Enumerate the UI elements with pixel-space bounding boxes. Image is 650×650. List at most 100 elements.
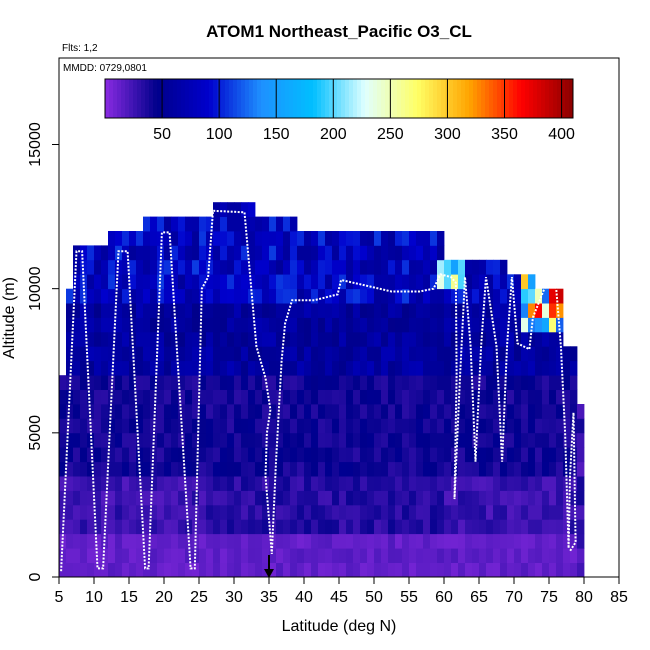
heatmap-cell-426: [185, 461, 193, 477]
heatmap-cell-64: [80, 461, 88, 477]
heatmap-cell-451: [192, 461, 200, 477]
heatmap-cell-20: [66, 476, 74, 491]
heatmap-cell-694: [255, 288, 263, 304]
heatmap-cell-623: [241, 562, 249, 578]
heatmap-cell-114: [94, 404, 102, 419]
heatmap-cell-374: [171, 490, 179, 506]
heatmap-cell-443: [185, 216, 193, 232]
heatmap-cell-1709: [570, 533, 578, 549]
heatmap-cell-1015: [346, 245, 354, 261]
colorbar-swatch-62: [353, 79, 358, 118]
heatmap-cell-722: [262, 245, 270, 261]
heatmap-cell-890: [311, 317, 319, 333]
heatmap-cell-178: [115, 490, 123, 506]
heatmap-cell-613: [234, 331, 242, 347]
heatmap-cell-794: [283, 288, 291, 304]
heatmap-cell-739: [269, 360, 277, 376]
heatmap-cell-1616: [535, 490, 543, 506]
heatmap-cell-336: [157, 317, 165, 333]
heatmap-cell-1502: [493, 288, 501, 304]
heatmap-cell-1407: [465, 389, 473, 405]
heatmap-cell-1331: [444, 533, 452, 549]
heatmap-cell-182: [115, 432, 123, 448]
heatmap-cell-425: [185, 476, 193, 491]
heatmap-cell-544: [213, 202, 221, 217]
heatmap-cell-1185: [402, 562, 410, 578]
heatmap-cell-35: [73, 548, 81, 563]
heatmap-cell-12: [59, 389, 67, 405]
heatmap-cell-420: [185, 548, 193, 563]
heatmap-cell-984: [339, 346, 347, 362]
heatmap-cell-124: [94, 259, 102, 275]
heatmap-cell-952: [332, 461, 340, 477]
heatmap-cell-1076: [367, 404, 375, 419]
heatmap-cell-212: [122, 346, 130, 362]
heatmap-cell-1566: [514, 303, 522, 318]
colorbar-swatch-27: [213, 79, 218, 118]
heatmap-cell-659: [248, 418, 256, 434]
heatmap-cell-686: [255, 404, 263, 419]
heatmap-cell-169: [108, 274, 116, 290]
heatmap-cell-491: [199, 245, 207, 261]
heatmap-cell-1357: [451, 476, 459, 491]
heatmap-cell-468: [192, 216, 200, 232]
heatmap-cell-1362: [451, 404, 459, 419]
heatmap-cell-1029: [353, 389, 361, 405]
heatmap-cell-1101: [374, 389, 382, 405]
heatmap-cell-1284: [430, 519, 438, 535]
heatmap-cell-1083: [367, 303, 375, 318]
heatmap-cell-1110: [374, 259, 382, 275]
x-tick-label-1: 10: [85, 589, 103, 606]
x-axis-label: Latitude (deg N): [282, 618, 397, 635]
heatmap-cell-797: [283, 245, 291, 261]
heatmap-cell-1411: [465, 331, 473, 347]
colorbar-swatch-17: [173, 79, 178, 118]
flight-track-line: [60, 209, 577, 572]
heatmap-cell-441: [185, 245, 193, 261]
heatmap-cell-33: [66, 288, 74, 304]
heatmap-cell-1324: [437, 288, 445, 304]
heatmap-cell-259: [136, 360, 144, 376]
heatmap-cell-316: [150, 245, 158, 261]
heatmap-cell-1715: [570, 447, 578, 463]
heatmap-cell-1561: [514, 375, 522, 390]
heatmap-cell-219: [122, 245, 130, 261]
heatmap-cell-1686: [556, 346, 564, 362]
heatmap-cell-45: [73, 404, 81, 419]
heatmap-cell-584: [227, 375, 235, 390]
heatmap-cell-892: [311, 288, 319, 304]
heatmap-cell-198: [122, 548, 130, 563]
heatmap-cell-258: [136, 375, 144, 390]
heatmap-cell-765: [276, 346, 284, 362]
heatmap-cell-1223: [409, 360, 417, 376]
heatmap-cell-860: [304, 404, 312, 419]
heatmap-cell-522: [213, 519, 221, 535]
heatmap-cell-873: [311, 562, 319, 578]
heatmap-cell-1267: [423, 418, 431, 434]
heatmap-cell-666: [248, 317, 256, 333]
heatmap-cell-1440: [479, 548, 487, 563]
heatmap-cell-768: [276, 303, 284, 318]
heatmap-cell-1640: [542, 432, 550, 448]
heatmap-cell-1159: [388, 245, 396, 261]
heatmap-cell-893: [311, 274, 319, 290]
heatmap-cell-119: [94, 331, 102, 347]
heatmap-cell-905: [318, 447, 326, 463]
heatmap-cell-600: [234, 519, 242, 535]
colorbar-tick-label-0: 50: [153, 126, 171, 143]
heatmap-cell-42: [73, 447, 81, 463]
heatmap-cell-735: [269, 418, 277, 434]
heatmap-cell-1690: [556, 288, 564, 304]
heatmap-cell-1071: [367, 476, 375, 491]
heatmap-cell-1057: [360, 331, 368, 347]
heatmap-cell-597: [234, 562, 242, 578]
heatmap-cell-150: [108, 548, 116, 563]
heatmap-cell-564: [220, 288, 228, 304]
heatmap-cell-1143: [388, 476, 396, 491]
heatmap-cell-730: [269, 490, 277, 506]
heatmap-cell-1560: [514, 389, 522, 405]
heatmap-cell-664: [248, 346, 256, 362]
heatmap-cell-565: [220, 274, 228, 290]
heatmap-cell-328: [157, 432, 165, 448]
heatmap-cell-1598: [528, 447, 536, 463]
